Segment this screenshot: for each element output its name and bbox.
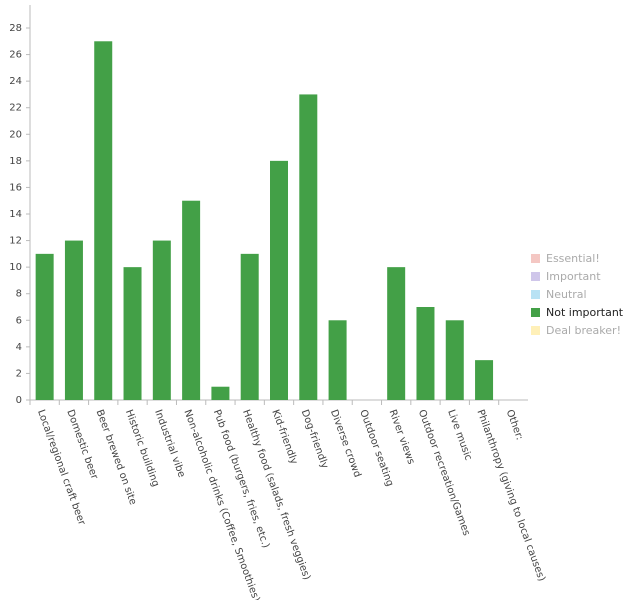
bar xyxy=(123,267,142,400)
bar xyxy=(182,200,201,400)
legend-label: Neutral xyxy=(546,288,587,301)
y-tick-label: 20 xyxy=(9,129,22,140)
bar xyxy=(387,267,406,400)
legend-swatch xyxy=(531,272,540,281)
y-tick-label: 8 xyxy=(16,289,22,300)
legend-swatch xyxy=(531,254,540,263)
x-tick-label: Industrial vibe xyxy=(152,408,187,479)
y-tick-label: 12 xyxy=(9,236,22,247)
x-tick-label: Domestic beer xyxy=(64,408,100,481)
bar xyxy=(64,240,83,400)
x-tick-label: Diverse crowd xyxy=(328,408,363,479)
x-tick-label: Philanthropy (giving to local causes) xyxy=(474,408,547,583)
bar xyxy=(416,307,435,400)
y-tick-label: 18 xyxy=(9,156,22,167)
bar xyxy=(152,240,171,400)
y-tick-label: 28 xyxy=(9,23,22,34)
bar xyxy=(240,253,259,400)
x-tick-label: Kid-friendly xyxy=(269,408,299,466)
legend-swatch xyxy=(531,326,540,335)
y-tick-label: 2 xyxy=(16,368,22,379)
bar xyxy=(270,160,288,400)
legend-swatch xyxy=(531,290,540,299)
bar xyxy=(328,320,347,400)
bar xyxy=(475,360,494,400)
bar xyxy=(445,320,464,400)
bar xyxy=(299,94,318,400)
y-tick-label: 16 xyxy=(9,182,22,193)
y-tick-label: 26 xyxy=(9,50,22,61)
legend-swatch xyxy=(531,308,540,317)
bar xyxy=(211,386,230,400)
legend-label: Not important xyxy=(546,306,624,319)
x-tick-label: Other: xyxy=(504,408,525,441)
bar xyxy=(94,41,113,401)
x-tick-label: River views xyxy=(387,408,417,466)
legend-label: Important xyxy=(546,270,601,283)
y-tick-label: 0 xyxy=(16,395,22,406)
x-tick-label: Pub food (burgers, fries, etc.) xyxy=(211,408,271,550)
y-tick-label: 6 xyxy=(16,315,22,326)
y-tick-label: 22 xyxy=(9,103,22,114)
x-tick-label: Dog-friendly xyxy=(299,408,330,470)
y-tick-label: 14 xyxy=(9,209,22,220)
y-tick-label: 4 xyxy=(16,342,22,353)
x-tick-label: Live music xyxy=(445,408,474,462)
bar xyxy=(35,253,54,400)
y-tick-label: 10 xyxy=(9,262,22,273)
legend-label: Deal breaker! xyxy=(546,324,621,337)
legend-label: Essential! xyxy=(546,252,600,265)
y-tick-label: 24 xyxy=(9,76,22,87)
